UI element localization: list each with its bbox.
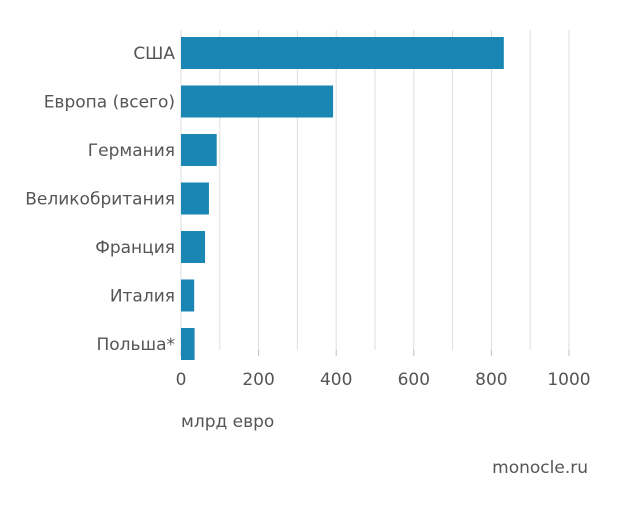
category-label: Польша* bbox=[96, 335, 175, 355]
bar bbox=[181, 231, 206, 263]
category-label: Великобритания bbox=[25, 190, 175, 210]
x-tick-label: 600 bbox=[398, 370, 430, 390]
x-tick-labels: 0 200 400 600 800 1000 bbox=[176, 370, 591, 390]
bar bbox=[181, 37, 504, 69]
x-tick-label: 200 bbox=[242, 370, 274, 390]
x-tick-label: 1000 bbox=[547, 370, 590, 390]
category-label: Германия bbox=[88, 141, 175, 161]
category-label: Италия bbox=[110, 287, 175, 307]
x-axis-label: млрд евро bbox=[181, 412, 274, 432]
bars bbox=[181, 37, 504, 360]
x-tick-label: 800 bbox=[475, 370, 507, 390]
x-tick-label: 400 bbox=[320, 370, 352, 390]
bar bbox=[181, 328, 195, 360]
bar bbox=[181, 134, 217, 166]
category-label: Европа (всего) bbox=[44, 93, 175, 113]
bar bbox=[181, 85, 334, 118]
source-credit: monocle.ru bbox=[492, 458, 588, 478]
gridlines bbox=[180, 30, 570, 356]
category-label: США bbox=[133, 44, 175, 64]
bar bbox=[181, 182, 209, 215]
category-labels: США Европа (всего) Германия Великобритания Ф… bbox=[25, 44, 175, 355]
category-label: Франция bbox=[95, 238, 175, 258]
bar bbox=[181, 279, 195, 312]
x-tick-label: 0 bbox=[176, 370, 187, 390]
